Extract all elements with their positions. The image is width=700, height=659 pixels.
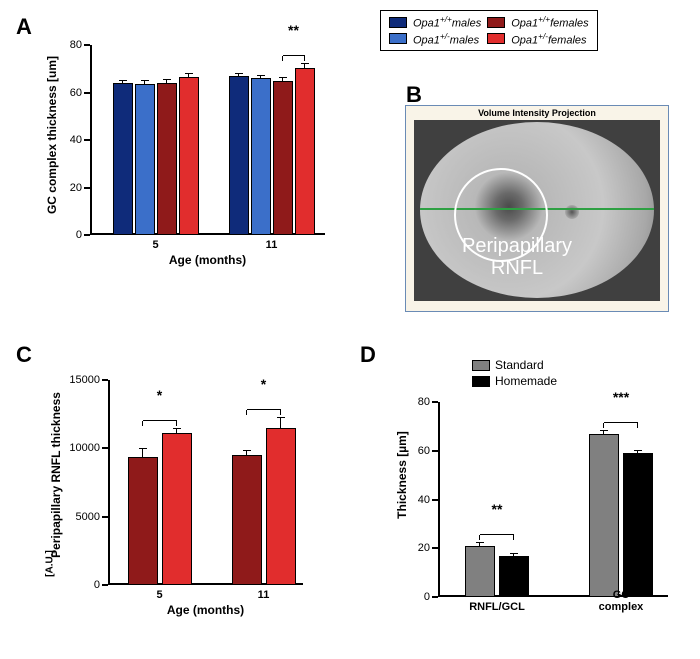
- bar: [499, 556, 529, 597]
- bar: [465, 546, 495, 597]
- legend-label: Opa1+/-females: [511, 32, 588, 47]
- legend-label: Homemade: [495, 374, 557, 388]
- bar: [157, 83, 177, 235]
- bar: [623, 453, 653, 597]
- panel-c-label: C: [16, 342, 32, 368]
- bar: [251, 78, 271, 235]
- xtick-label: RNFL/GCL: [469, 601, 525, 613]
- fundus-overlay-text: PeripapillaryRNFL: [462, 235, 572, 279]
- bar: [113, 83, 133, 235]
- xtick-label: 11: [266, 239, 278, 251]
- legend-swatch: [472, 360, 490, 371]
- legend-swatch: [487, 17, 505, 28]
- bar: [589, 434, 619, 597]
- panel-d-chart: Thickness [µm] Standard Homemade 0204060…: [390, 360, 680, 625]
- panel-b-title: Volume Intensity Projection: [406, 108, 668, 118]
- legend-label: Opa1+/+females: [511, 15, 588, 30]
- legend-label: Standard: [495, 358, 544, 372]
- bar: [162, 433, 192, 585]
- panel-a-label: A: [16, 14, 32, 40]
- legend-label: Opa1+/-males: [413, 32, 481, 47]
- legend-swatch: [472, 376, 490, 387]
- panel-b-box: Volume Intensity Projection Peripapillar…: [405, 105, 669, 312]
- legend-label: Opa1+/+males: [413, 15, 481, 30]
- bar: [179, 77, 199, 235]
- bar: [295, 68, 315, 235]
- bar: [135, 84, 155, 235]
- panel-a-chart: GC complex thickness [um] 020406080511Ag…: [40, 28, 340, 273]
- xtick-label: GC complex: [598, 589, 645, 613]
- bar: [266, 428, 296, 585]
- ylabel: Thickness [µm]: [395, 395, 409, 555]
- panel-d-legend: Standard Homemade: [472, 358, 557, 390]
- panel-d-label: D: [360, 342, 376, 368]
- figure: A B C D Opa1+/+males Opa1+/+females Opa1…: [10, 10, 690, 649]
- ylabel-sub: [A.U.]: [45, 524, 56, 604]
- fundus-frame: PeripapillaryRNFL: [414, 120, 660, 301]
- bar: [229, 76, 249, 235]
- legend-swatch: [487, 33, 505, 44]
- xtick-label: 11: [258, 589, 270, 601]
- xtick-label: 5: [156, 589, 162, 601]
- main-legend: Opa1+/+males Opa1+/+females Opa1+/-males…: [380, 10, 598, 51]
- legend-swatch: [389, 33, 407, 44]
- ylabel: GC complex thickness [um]: [45, 35, 59, 235]
- bar: [273, 81, 293, 235]
- bar: [128, 457, 158, 585]
- panel-c-chart: Peripapillary RNFL thickness [A.U.] 0500…: [52, 360, 317, 625]
- xtick-label: 5: [152, 239, 158, 251]
- bar: [232, 455, 262, 585]
- legend-swatch: [389, 17, 407, 28]
